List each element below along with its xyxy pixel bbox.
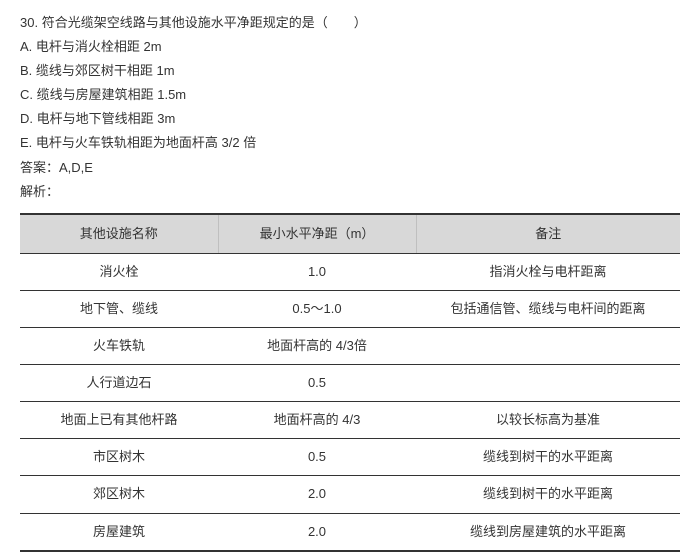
table-cell: 地下管、缆线 [20, 290, 218, 327]
table-header: 备注 [416, 214, 680, 254]
question-stem: 30. 符合光缆架空线路与其他设施水平净距规定的是（ ） [20, 12, 680, 34]
table-row: 火车铁轨 地面杆高的 4/3倍 [20, 328, 680, 365]
option-b: B. 缆线与郊区树干相距 1m [20, 60, 680, 82]
table-row: 人行道边石 0.5 [20, 365, 680, 402]
option-text: 电杆与地下管线相距 3m [37, 111, 176, 126]
table-cell: 0.5 [218, 365, 416, 402]
table-cell: 地面杆高的 4/3 [218, 402, 416, 439]
option-text: 缆线与房屋建筑相距 1.5m [37, 87, 187, 102]
answer-label: 答案： [20, 160, 59, 175]
table-row: 郊区树木 2.0 缆线到树干的水平距离 [20, 476, 680, 513]
table-cell: 火车铁轨 [20, 328, 218, 365]
option-a: A. 电杆与消火栓相距 2m [20, 36, 680, 58]
table-row: 地面上已有其他杆路 地面杆高的 4/3 以较长标高为基准 [20, 402, 680, 439]
table-cell: 以较长标高为基准 [416, 402, 680, 439]
table-cell: 缆线到房屋建筑的水平距离 [416, 513, 680, 551]
table-cell: 0.5 [218, 439, 416, 476]
table-cell [416, 365, 680, 402]
table-header-row: 其他设施名称 最小水平净距（m） 备注 [20, 214, 680, 254]
option-d: D. 电杆与地下管线相距 3m [20, 108, 680, 130]
table-cell: 2.0 [218, 513, 416, 551]
table-cell: 地面杆高的 4/3倍 [218, 328, 416, 365]
option-letter: D. [20, 111, 33, 126]
table-cell: 0.5～1.0 [218, 290, 416, 327]
table-header: 最小水平净距（m） [218, 214, 416, 254]
answer-value: A,D,E [59, 160, 93, 175]
table-row: 市区树木 0.5 缆线到树干的水平距离 [20, 439, 680, 476]
table-cell: 缆线到树干的水平距离 [416, 439, 680, 476]
analysis-line: 解析： [20, 181, 680, 203]
table-cell [416, 328, 680, 365]
option-text: 电杆与消火栓相距 2m [36, 39, 162, 54]
table-cell: 人行道边石 [20, 365, 218, 402]
table-cell: 房屋建筑 [20, 513, 218, 551]
table-cell: 包括通信管、缆线与电杆间的距离 [416, 290, 680, 327]
table-cell: 缆线到树干的水平距离 [416, 476, 680, 513]
table-cell: 消火栓 [20, 253, 218, 290]
option-text: 电杆与火车铁轨相距为地面杆高 3/2 倍 [36, 135, 256, 150]
option-letter: B. [20, 63, 32, 78]
table-row: 消火栓 1.0 指消火栓与电杆距离 [20, 253, 680, 290]
table-cell: 郊区树木 [20, 476, 218, 513]
clearance-table: 其他设施名称 最小水平净距（m） 备注 消火栓 1.0 指消火栓与电杆距离 地下… [20, 213, 680, 552]
question-number: 30. [20, 15, 38, 30]
option-letter: A. [20, 39, 32, 54]
table-cell: 市区树木 [20, 439, 218, 476]
table-row: 房屋建筑 2.0 缆线到房屋建筑的水平距离 [20, 513, 680, 551]
option-text: 缆线与郊区树干相距 1m [36, 63, 175, 78]
answer-line: 答案：A,D,E [20, 157, 680, 179]
table-cell: 指消火栓与电杆距离 [416, 253, 680, 290]
analysis-label: 解析： [20, 184, 59, 199]
option-letter: C. [20, 87, 33, 102]
table-row: 地下管、缆线 0.5～1.0 包括通信管、缆线与电杆间的距离 [20, 290, 680, 327]
table-cell: 地面上已有其他杆路 [20, 402, 218, 439]
table-cell: 1.0 [218, 253, 416, 290]
table-header: 其他设施名称 [20, 214, 218, 254]
option-c: C. 缆线与房屋建筑相距 1.5m [20, 84, 680, 106]
table-cell: 2.0 [218, 476, 416, 513]
option-e: E. 电杆与火车铁轨相距为地面杆高 3/2 倍 [20, 132, 680, 154]
option-letter: E. [20, 135, 32, 150]
question-text: 符合光缆架空线路与其他设施水平净距规定的是（ ） [42, 15, 367, 30]
